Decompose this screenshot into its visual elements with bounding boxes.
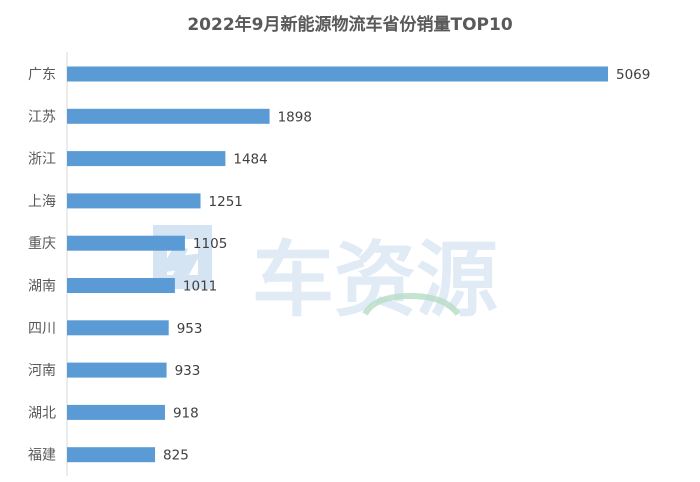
value-label: 953 [177,321,203,337]
electric-plug-logo-icon [153,225,212,289]
bar-5 [67,235,185,251]
value-label: 918 [173,405,199,421]
category-label: 重庆 [28,236,56,252]
bar-2 [67,108,270,124]
bar-4 [67,193,201,209]
value-label: 5069 [616,67,650,83]
category-label: 广东 [28,67,56,83]
bar-3 [67,151,226,167]
category-label: 江苏 [28,109,56,125]
watermark-text: 车资源 [252,233,498,328]
category-label: 湖南 [28,279,56,295]
bar-10 [67,447,156,463]
car-outline-icon [362,292,461,316]
category-label: 湖北 [28,405,56,421]
bar-9 [67,404,165,420]
category-label: 浙江 [28,152,56,168]
value-label: 1484 [233,152,267,168]
bars-layer: 广东 5069 江苏 1898 浙江 1484 上海 1251 重庆 1105 湖南 1011 四川 95… [28,66,650,464]
value-label: 1105 [193,236,227,252]
chart-title: 2022年9月新能源物流车省份销量TOP10 [187,15,513,35]
category-label: 上海 [28,194,56,210]
value-label: 933 [175,363,201,379]
value-label: 1251 [209,194,243,210]
bar-8 [67,362,167,378]
value-label: 1898 [278,109,312,125]
category-label: 四川 [28,321,56,337]
bar-7 [67,320,169,336]
bar-6 [67,278,175,293]
watermark: 车资源 [153,225,498,328]
value-label: 825 [163,448,189,464]
value-label: 1011 [183,279,217,295]
bar-1 [67,66,608,82]
category-label: 福建 [28,448,56,464]
category-label: 河南 [28,363,56,379]
